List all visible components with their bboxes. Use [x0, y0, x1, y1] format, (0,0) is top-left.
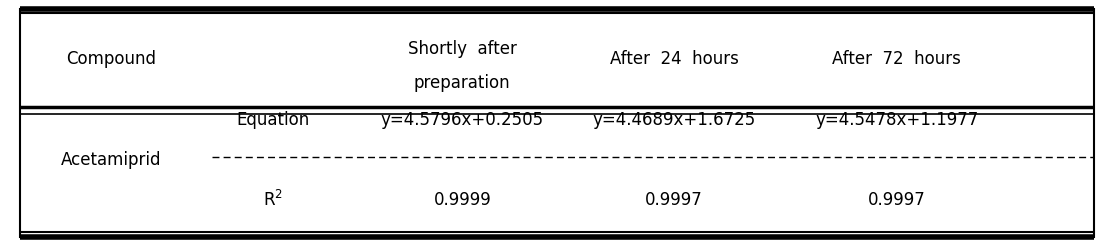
Text: Shortly  after: Shortly after	[408, 40, 517, 58]
Text: y=4.4689x+1.6725: y=4.4689x+1.6725	[593, 111, 755, 129]
Text: Compound: Compound	[67, 50, 156, 68]
Text: After  72  hours: After 72 hours	[832, 50, 961, 68]
Text: 0.9997: 0.9997	[645, 191, 703, 209]
Text: y=4.5796x+0.2505: y=4.5796x+0.2505	[381, 111, 544, 129]
Text: y=4.5478x+1.1977: y=4.5478x+1.1977	[815, 111, 978, 129]
Text: Acetamiprid: Acetamiprid	[61, 151, 162, 170]
Text: preparation: preparation	[414, 74, 510, 92]
Text: R$^{2}$: R$^{2}$	[263, 190, 283, 210]
Text: 0.9997: 0.9997	[868, 191, 926, 209]
Text: After  24  hours: After 24 hours	[609, 50, 739, 68]
Text: 0.9999: 0.9999	[433, 191, 491, 209]
Text: Equation: Equation	[236, 111, 310, 129]
